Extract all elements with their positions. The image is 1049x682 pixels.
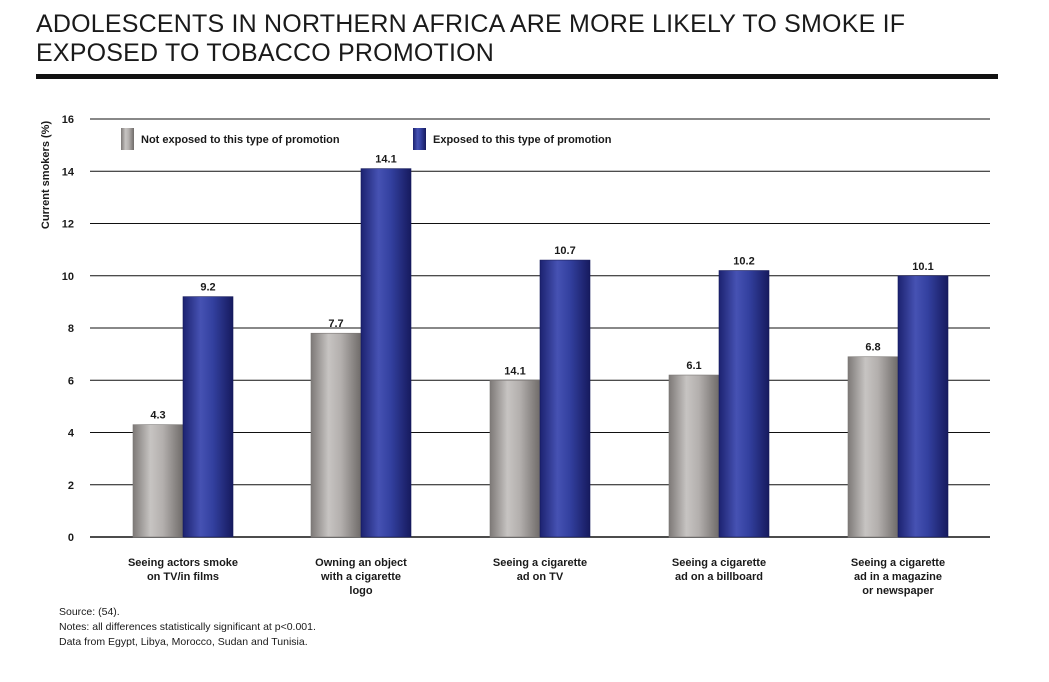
bar-not-exposed [489, 379, 541, 538]
bar-exposed [718, 270, 770, 538]
data-label: 14.1 [504, 365, 525, 377]
x-category-label: ad on TV [517, 571, 564, 583]
x-category-label: Seeing actors smoke [128, 557, 238, 569]
x-category-label: Seeing a cigarette [493, 557, 587, 569]
x-category-label: Seeing a cigarette [851, 557, 945, 569]
title-rule [36, 74, 998, 79]
legend-exposed-label: Exposed to this type of promotion [433, 134, 612, 146]
data-label: 9.2 [200, 282, 215, 294]
y-tick-label: 0 [68, 532, 74, 544]
y-tick-label: 12 [62, 219, 74, 231]
data-countries-note: Data from Egypt, Libya, Morocco, Sudan a… [59, 636, 308, 648]
x-category-label: on TV/in films [147, 571, 219, 583]
bar-not-exposed [847, 356, 899, 538]
footnotes: Source: (54). Notes: all differences sta… [59, 605, 316, 650]
legend-not-exposed-swatch [121, 128, 134, 150]
bar-not-exposed [668, 374, 720, 538]
x-category-label: logo [349, 585, 372, 597]
y-tick-label: 14 [62, 166, 75, 178]
significance-note: Notes: all differences statistically sig… [59, 621, 316, 633]
bar-not-exposed [132, 424, 184, 538]
x-category-label: with a cigarette [320, 571, 401, 583]
x-category-label: or newspaper [862, 585, 934, 597]
y-tick-label: 2 [68, 480, 74, 492]
chart-title: ADOLESCENTS IN NORTHERN AFRICA ARE MORE … [36, 10, 906, 67]
bar-exposed [539, 259, 591, 538]
legend-not-exposed-label: Not exposed to this type of promotion [141, 134, 340, 146]
data-label: 10.2 [733, 256, 754, 268]
y-tick-label: 16 [62, 114, 74, 126]
y-tick-label: 4 [68, 428, 75, 440]
bar-exposed [897, 275, 949, 538]
x-category-label: ad in a magazine [854, 571, 942, 583]
data-label: 10.7 [554, 245, 575, 257]
data-label: 10.1 [912, 261, 933, 273]
x-category-label: Seeing a cigarette [672, 557, 766, 569]
legend-exposed-swatch [413, 128, 426, 150]
source-note: Source: (54). [59, 606, 120, 618]
x-category-label: ad on a billboard [675, 571, 763, 583]
data-label: 4.3 [150, 410, 165, 422]
data-label: 14.1 [375, 154, 396, 166]
x-category-label: Owning an object [315, 557, 407, 569]
y-tick-label: 8 [68, 323, 74, 335]
y-tick-label: 10 [62, 271, 74, 283]
data-label: 6.8 [865, 342, 880, 354]
bar-exposed [182, 296, 234, 538]
data-label: 6.1 [686, 360, 701, 372]
y-tick-label: 6 [68, 375, 74, 387]
data-label: 7.7 [328, 318, 343, 330]
bar-exposed [360, 168, 412, 538]
bar-not-exposed [310, 332, 362, 538]
y-axis-label: Current smokers (%) [40, 121, 52, 230]
